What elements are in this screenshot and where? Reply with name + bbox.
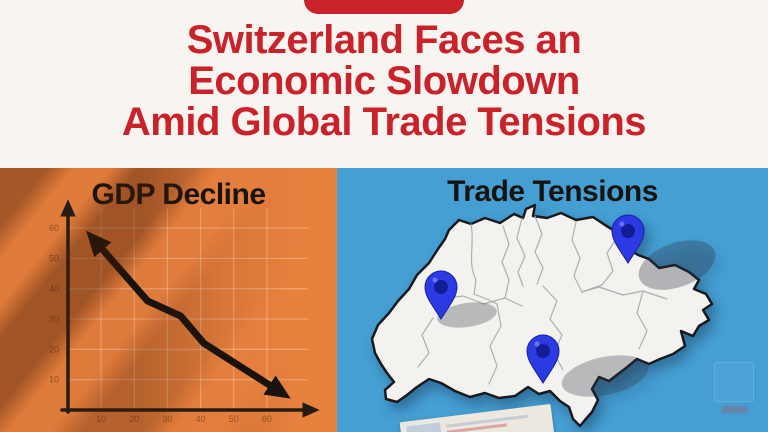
map-pin-south <box>526 334 560 384</box>
gdp-panel-title: GDP Decline <box>91 178 266 211</box>
gdp-chart: 10 20 30 40 50 60 10 20 30 40 50 60 <box>49 199 320 424</box>
map-pin-west <box>424 270 458 320</box>
watermark <box>714 362 756 420</box>
svg-text:40: 40 <box>196 414 206 424</box>
svg-text:20: 20 <box>129 414 139 424</box>
header: Switzerland Faces an Economic Slowdown A… <box>0 0 768 168</box>
page-title-line-1: Switzerland Faces an <box>186 18 582 62</box>
map-pin-northeast <box>611 214 645 264</box>
svg-text:20: 20 <box>49 344 59 354</box>
svg-text:60: 60 <box>49 223 59 233</box>
gdp-panel: GDP Decline 10 20 30 40 50 60 10 20 30 40 50 60 <box>0 168 337 432</box>
switzerland-map <box>370 203 716 428</box>
switzerland-outline <box>370 203 714 428</box>
svg-text:30: 30 <box>49 314 59 324</box>
red-ribbon-tab <box>304 0 464 14</box>
svg-text:30: 30 <box>162 414 172 424</box>
svg-text:40: 40 <box>49 284 59 294</box>
page-title: Switzerland Faces an Economic Slowdown A… <box>0 20 768 143</box>
svg-text:60: 60 <box>262 414 272 424</box>
trade-panel-title: Trade Tensions <box>447 175 658 208</box>
trade-panel: Trade Tensions <box>337 168 768 432</box>
banknote-print-block <box>406 422 443 432</box>
pin-shadows <box>437 240 716 397</box>
watermark-box <box>714 362 754 402</box>
page-title-line-3: Amid Global Trade Tensions <box>121 100 647 144</box>
svg-text:10: 10 <box>49 375 59 385</box>
page-title-line-2: Economic Slowdown <box>188 59 580 103</box>
canton-borders <box>417 215 668 385</box>
watermark-red-mark <box>722 406 748 413</box>
svg-text:50: 50 <box>229 414 239 424</box>
svg-text:10: 10 <box>96 414 106 424</box>
svg-text:50: 50 <box>49 253 59 263</box>
